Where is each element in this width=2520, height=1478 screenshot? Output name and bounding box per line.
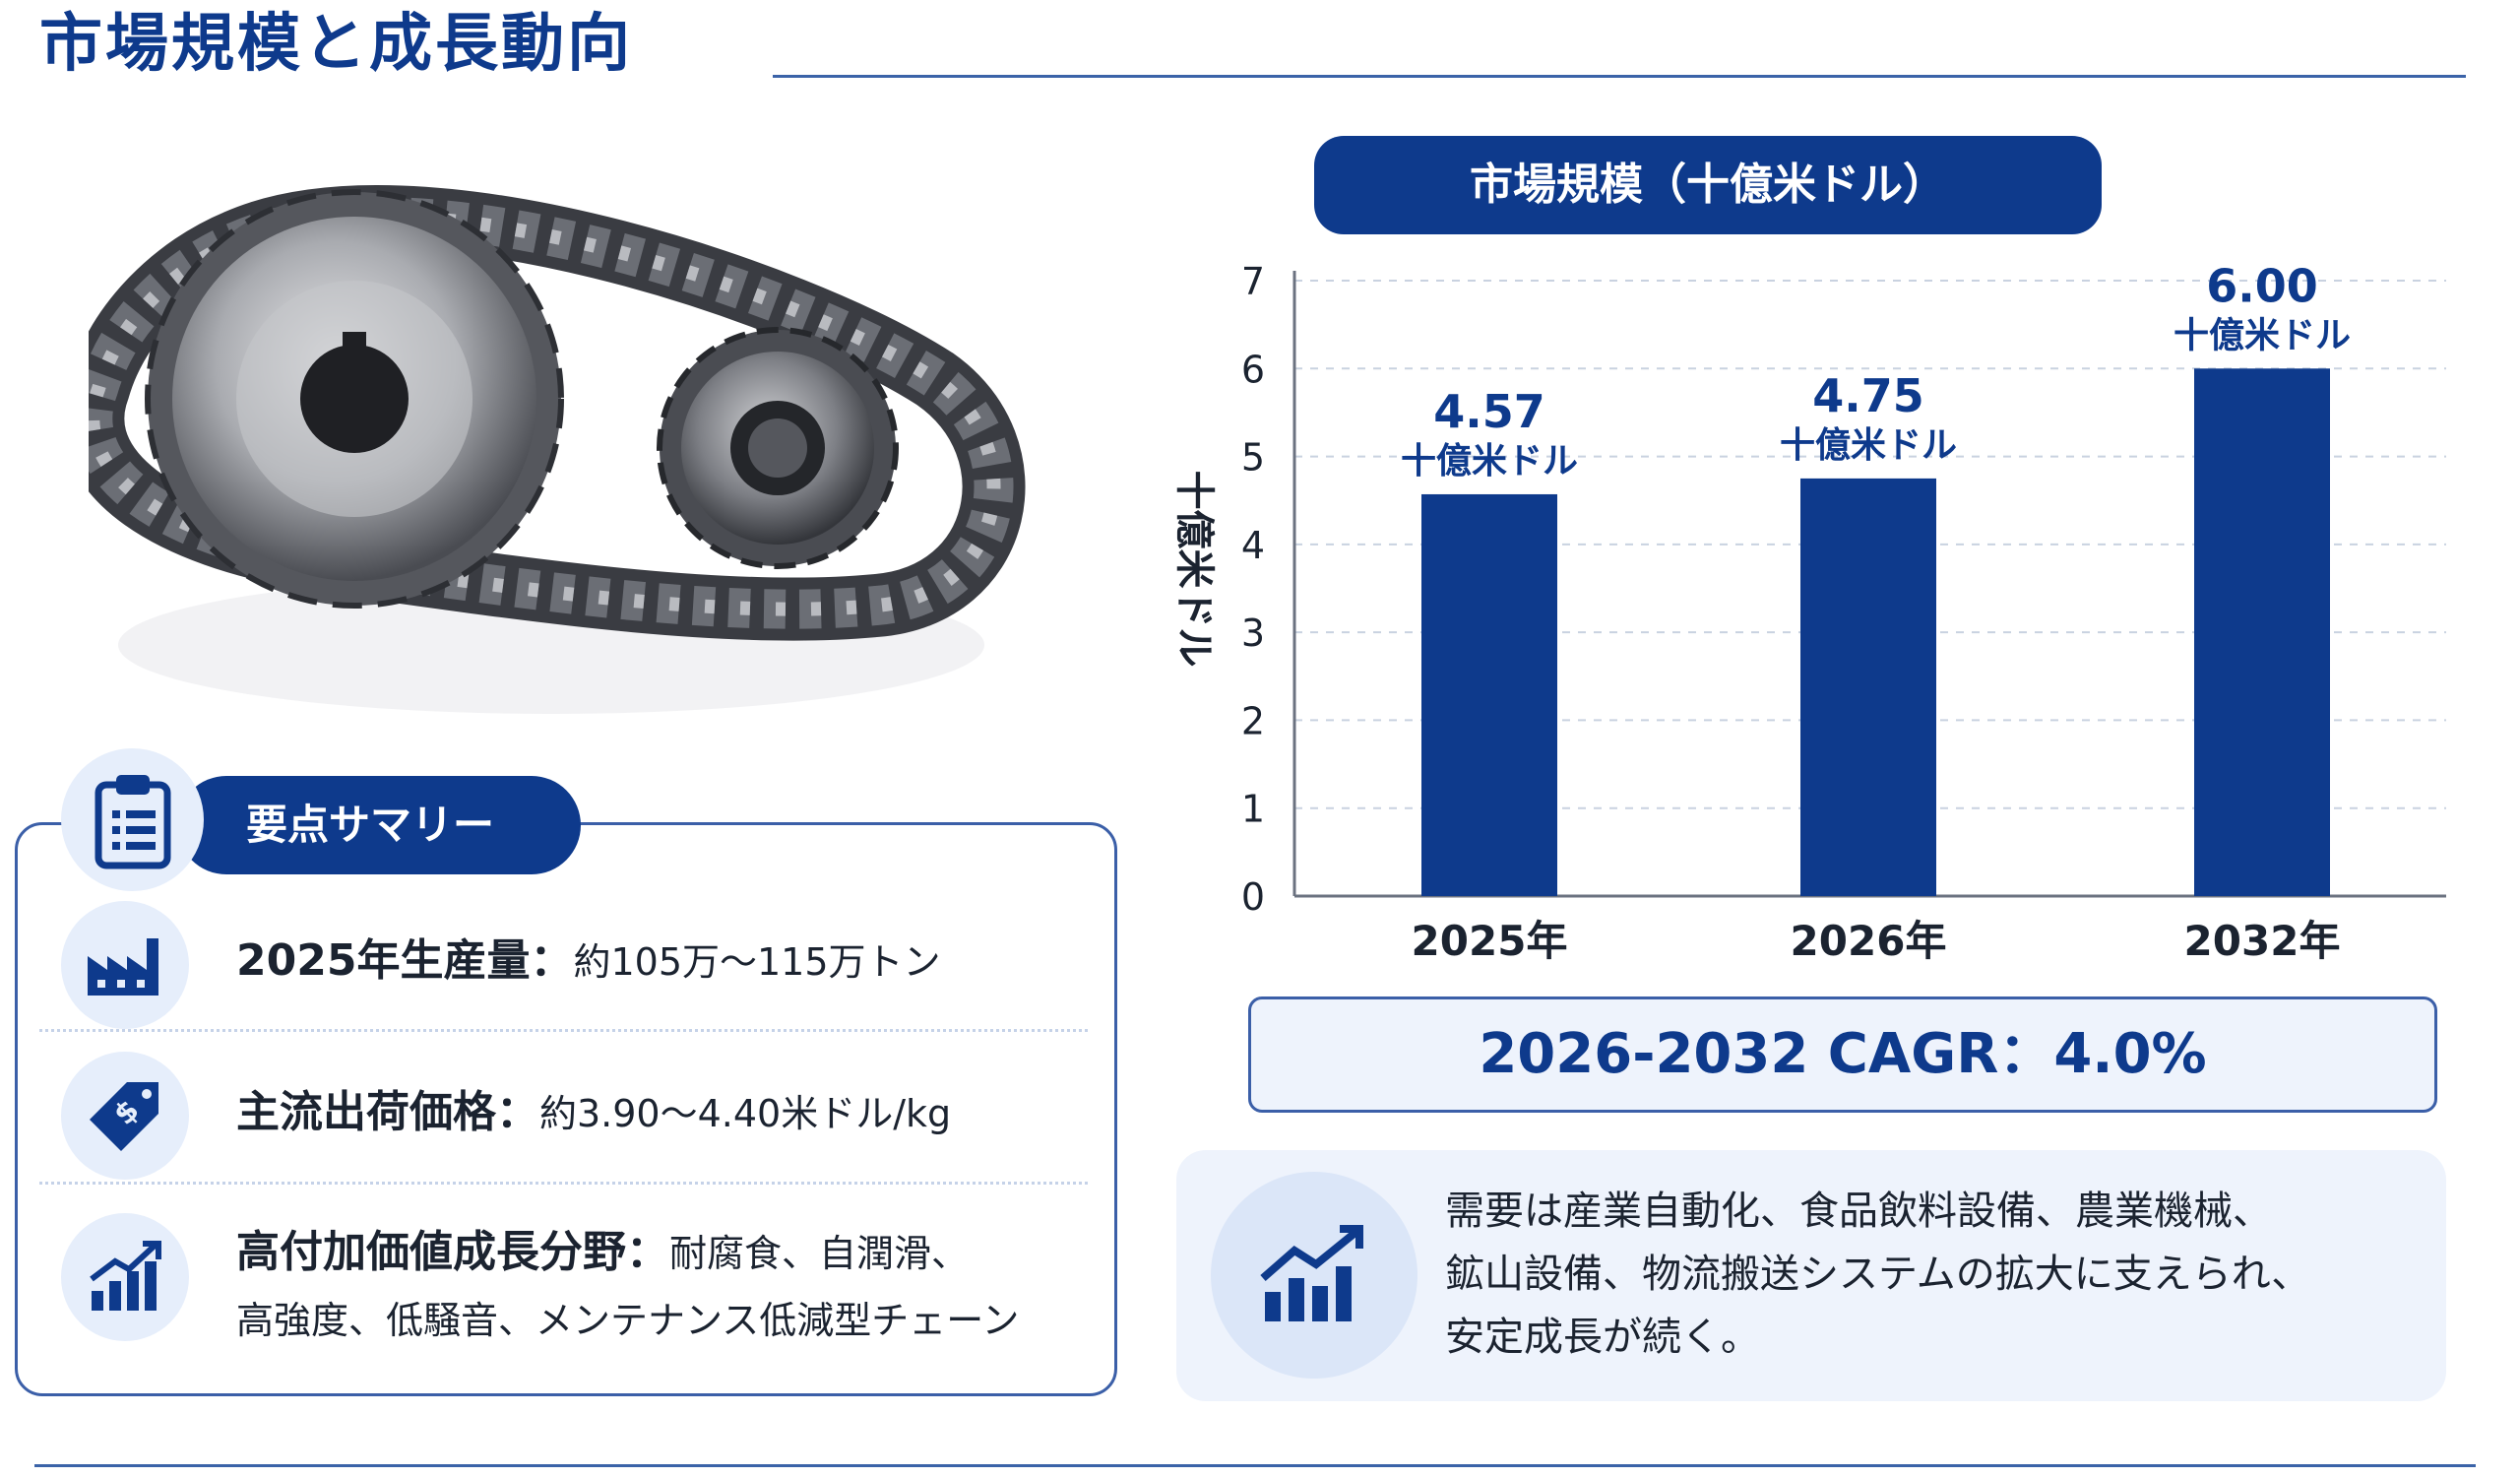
y-tick-label: 3: [1241, 611, 1265, 655]
y-tick-label: 5: [1241, 436, 1265, 480]
title-divider: [773, 75, 2466, 78]
factory-icon: [61, 901, 189, 1029]
y-tick-label: 0: [1241, 875, 1265, 919]
summary-item-price: 主流出荷価格：約3.90～4.40米ドル/kg: [236, 1083, 951, 1143]
demand-line: 需要は産業自動化、食品飲料設備、農業機械、: [1445, 1189, 2272, 1234]
summary-heading: 要点サマリー: [177, 776, 581, 874]
growth-label: 高付加価値成長分野：: [236, 1227, 669, 1277]
bar-value-label: 6.00: [2206, 259, 2318, 312]
growth-value-2: 高強度、低騒音、メンテナンス低減型チェーン: [236, 1299, 1020, 1342]
row-divider: [39, 1182, 1088, 1185]
y-tick-label: 1: [1241, 788, 1265, 831]
page-title: 市場規模と成長動向: [39, 8, 633, 81]
price-tag-icon: $: [61, 1052, 189, 1180]
bar: [1800, 478, 1936, 896]
bar-unit-label: 十億米ドル: [1401, 441, 1578, 482]
bar-unit-label: 十億米ドル: [1780, 425, 1957, 466]
chart-title: 市場規模（十億米ドル）: [1314, 136, 2102, 234]
bar-unit-label: 十億米ドル: [2174, 315, 2351, 355]
production-value: 約105万～115万トン: [573, 940, 941, 984]
bar: [1421, 493, 1557, 896]
y-tick-label: 6: [1241, 348, 1265, 391]
growth-value: 耐腐食、自潤滑、: [669, 1232, 970, 1275]
y-tick-label: 7: [1241, 260, 1265, 303]
growth-chart-icon: [61, 1213, 189, 1341]
y-axis-label: 十億米ドル: [1171, 471, 1217, 668]
demand-line: 鉱山設備、物流搬送システムの拡大に支えられ、: [1445, 1252, 2311, 1297]
x-tick-label: 2032年: [2184, 917, 2341, 965]
x-tick-label: 2026年: [1791, 917, 1947, 965]
market-size-bar-chart: 01234567十億米ドル4.57十億米ドル2025年4.75十億米ドル2026…: [1171, 259, 2446, 965]
y-tick-label: 4: [1241, 524, 1265, 567]
trend-up-icon: [1211, 1172, 1418, 1379]
price-value: 約3.90～4.40米ドル/kg: [539, 1092, 952, 1135]
demand-text: 需要は産業自動化、食品飲料設備、農業機械、 鉱山設備、物流搬送システムの拡大に支…: [1445, 1180, 2429, 1369]
bar-value-label: 4.75: [1812, 369, 1924, 422]
x-tick-label: 2025年: [1412, 917, 1568, 965]
bottom-divider: [34, 1464, 2476, 1467]
demand-line: 安定成長が続く。: [1445, 1315, 1760, 1360]
row-divider: [39, 1029, 1088, 1032]
bar: [2194, 368, 2330, 896]
price-label: 主流出荷価格：: [236, 1087, 539, 1137]
bar-value-label: 4.57: [1433, 385, 1545, 438]
summary-item-production: 2025年生産量：約105万～115万トン: [236, 932, 941, 992]
clipboard-icon: [61, 748, 204, 891]
y-tick-label: 2: [1241, 699, 1265, 742]
roller-chain-illustration: [89, 185, 1026, 714]
summary-item-growth: 高付加価値成長分野：耐腐食、自潤滑、 高強度、低騒音、メンテナンス低減型チェーン: [236, 1223, 1019, 1350]
cagr-box: 2026-2032 CAGR：4.0%: [1248, 996, 2437, 1113]
production-label: 2025年生産量：: [236, 935, 574, 986]
